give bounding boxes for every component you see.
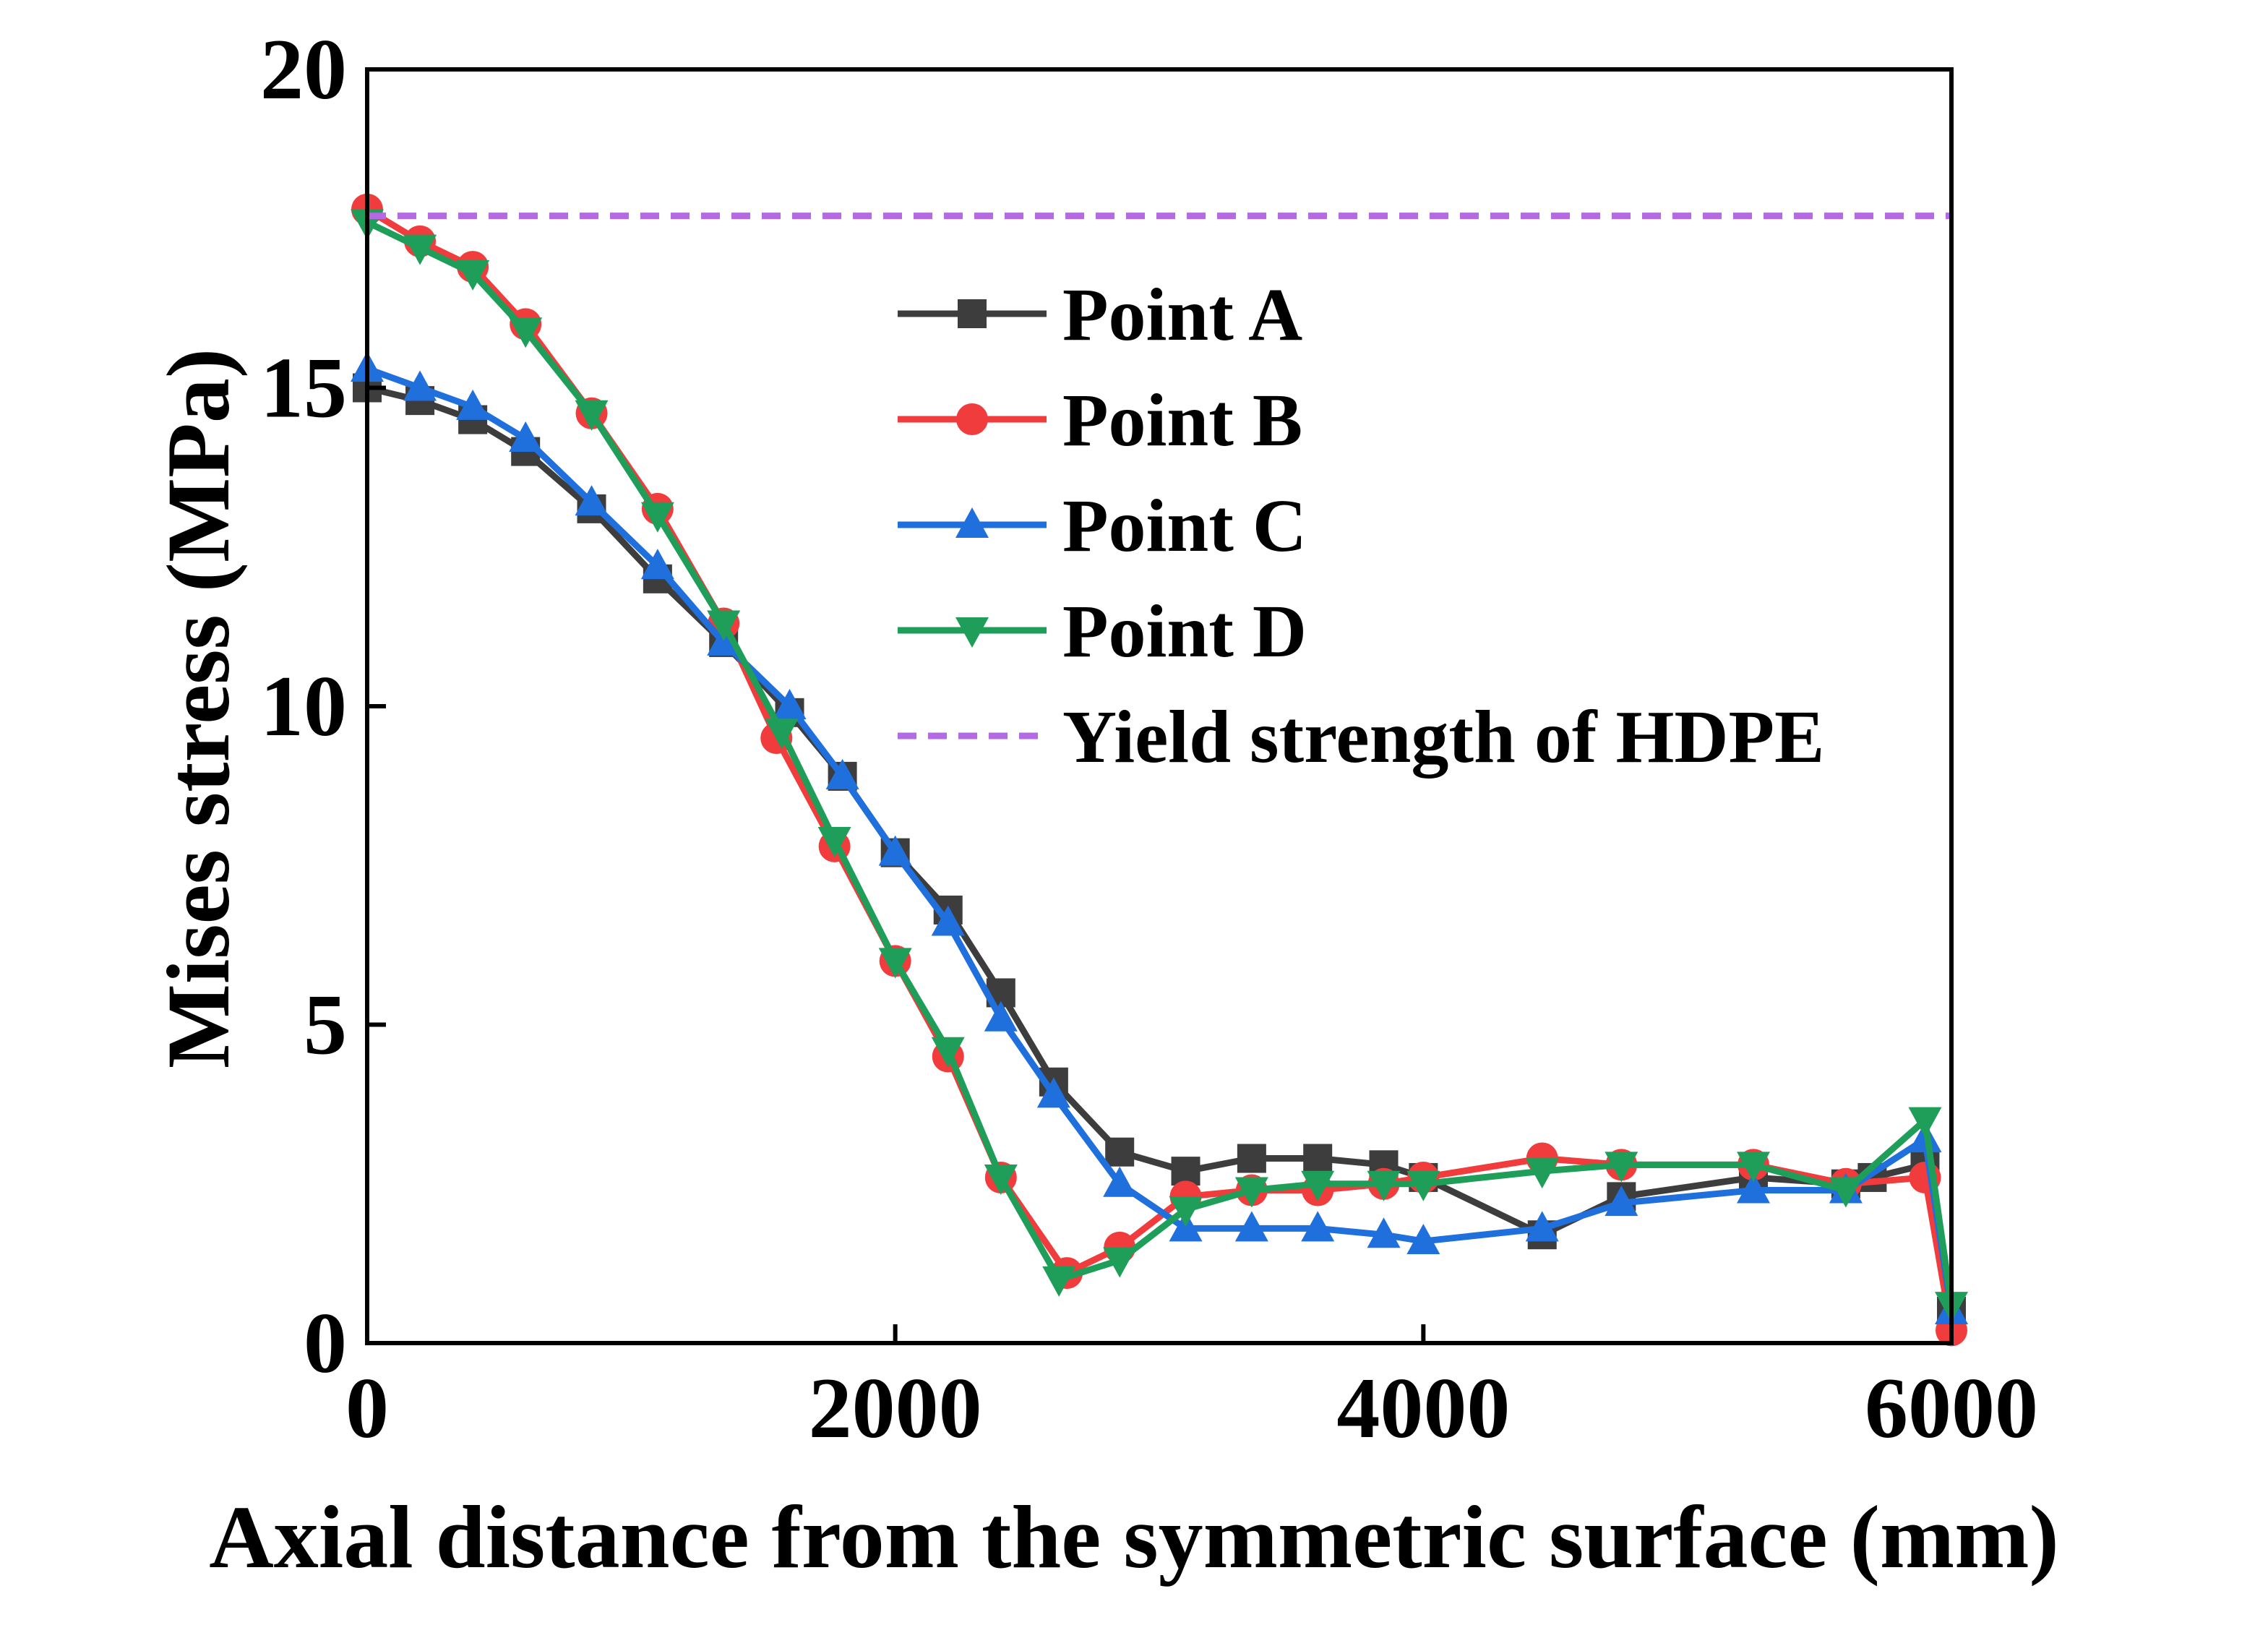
data-point-point-d bbox=[1301, 1170, 1335, 1201]
data-point-point-c bbox=[1605, 1185, 1638, 1217]
data-point-point-d bbox=[1908, 1107, 1942, 1138]
data-point-point-d bbox=[1042, 1266, 1076, 1297]
data-point-point-d bbox=[509, 317, 543, 348]
data-point-point-d bbox=[1169, 1196, 1203, 1227]
data-point-point-d bbox=[707, 610, 741, 641]
data-point-point-d bbox=[1234, 1177, 1268, 1208]
data-point-point-a bbox=[1105, 1137, 1135, 1167]
data-point-point-d bbox=[1525, 1158, 1559, 1189]
legend-label: Point D bbox=[1062, 590, 1307, 673]
data-point-point-c bbox=[1525, 1211, 1559, 1242]
y-tick-label: 5 bbox=[304, 977, 347, 1073]
data-point-point-c bbox=[1737, 1172, 1770, 1204]
legend-label: Point C bbox=[1062, 484, 1307, 567]
x-axis-title: Axial distance from the symmetric surfac… bbox=[209, 1488, 2059, 1587]
x-tick-label: 6000 bbox=[1865, 1360, 2038, 1456]
legend-label: Point B bbox=[1062, 379, 1302, 462]
data-point-point-d bbox=[817, 827, 851, 858]
data-point-point-a bbox=[1237, 1144, 1266, 1173]
tick-layer: 0 2000 4000 6000 0 5 10 15 20 bbox=[260, 21, 2038, 1456]
data-point-point-c bbox=[1103, 1166, 1137, 1197]
legend-marker bbox=[955, 507, 989, 538]
data-point-point-d bbox=[1737, 1152, 1770, 1183]
legend-item-point-b: Point B bbox=[898, 379, 1302, 462]
legend: Point A Point B Point C Point D Yield streng… bbox=[898, 273, 1824, 779]
data-point-point-d bbox=[456, 260, 490, 291]
legend-marker bbox=[956, 403, 988, 435]
data-point-point-d bbox=[1605, 1152, 1638, 1183]
data-point-point-d bbox=[878, 948, 912, 979]
data-point-point-c bbox=[825, 758, 859, 789]
data-point-point-d bbox=[931, 1037, 965, 1068]
data-point-point-c bbox=[773, 689, 807, 719]
legend-marker bbox=[958, 299, 987, 328]
data-point-point-c bbox=[509, 421, 543, 452]
data-point-point-d bbox=[1103, 1247, 1137, 1278]
series-point-c bbox=[351, 351, 1968, 1324]
legend-label: Point A bbox=[1062, 273, 1302, 356]
legend-label: Yield strength of HDPE bbox=[1062, 695, 1824, 779]
data-point-point-c bbox=[403, 370, 437, 401]
data-point-point-d bbox=[1829, 1177, 1863, 1208]
y-tick-label: 0 bbox=[304, 1295, 347, 1391]
data-point-point-d bbox=[640, 502, 674, 533]
data-point-point-c bbox=[1234, 1211, 1268, 1242]
data-point-point-d bbox=[403, 234, 437, 265]
data-point-point-c bbox=[575, 485, 609, 516]
y-tick-label: 15 bbox=[260, 340, 347, 436]
data-point-point-a bbox=[1303, 1144, 1333, 1173]
data-point-point-c bbox=[1367, 1217, 1401, 1248]
data-point-point-c bbox=[1301, 1211, 1335, 1242]
legend-item-point-c: Point C bbox=[898, 484, 1307, 567]
data-point-point-c bbox=[878, 835, 912, 866]
data-point-point-c bbox=[640, 549, 674, 580]
legend-marker bbox=[955, 617, 989, 648]
data-point-point-c bbox=[931, 905, 965, 936]
y-tick-label: 10 bbox=[260, 658, 347, 754]
data-point-point-d bbox=[575, 400, 609, 431]
y-tick-label: 20 bbox=[260, 21, 347, 117]
data-point-point-d bbox=[984, 1164, 1018, 1195]
data-point-point-c bbox=[1406, 1224, 1440, 1255]
legend-item-yield-strength-of-hdpe: Yield strength of HDPE bbox=[898, 695, 1824, 779]
data-point-point-c bbox=[984, 1000, 1018, 1032]
data-point-point-d bbox=[1367, 1170, 1401, 1201]
legend-item-point-a: Point A bbox=[898, 273, 1302, 356]
data-point-point-c bbox=[456, 389, 490, 420]
x-tick-label: 4000 bbox=[1336, 1360, 1510, 1456]
data-point-point-d bbox=[1406, 1170, 1440, 1201]
legend-item-point-d: Point D bbox=[898, 590, 1307, 673]
y-axis-title: Mises stress (MPa) bbox=[149, 348, 248, 1068]
data-point-point-d bbox=[765, 719, 799, 750]
x-tick-label: 0 bbox=[345, 1360, 389, 1456]
x-tick-label: 2000 bbox=[809, 1360, 982, 1456]
data-point-point-c bbox=[1036, 1077, 1070, 1108]
